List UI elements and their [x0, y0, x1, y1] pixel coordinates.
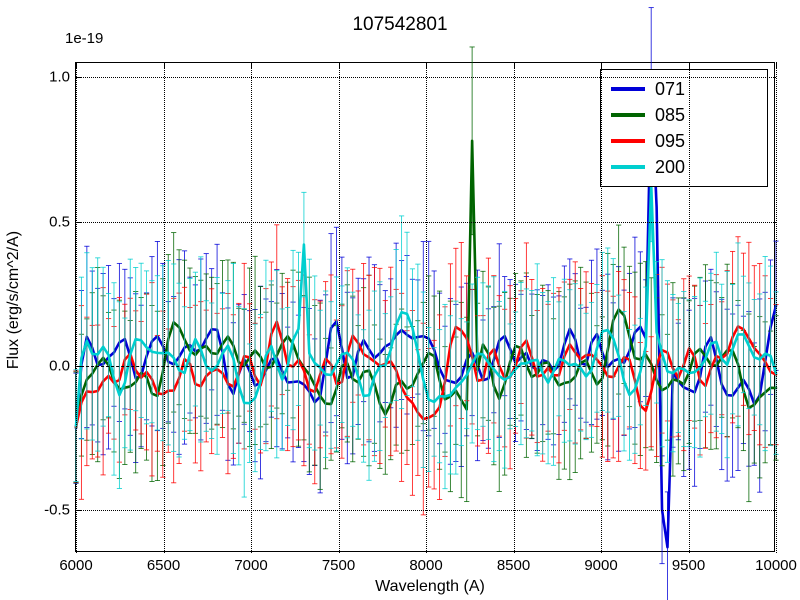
tick-mark-x — [76, 62, 77, 68]
gridline-horizontal — [76, 77, 776, 78]
gridline-horizontal — [76, 510, 776, 511]
gridline-horizontal — [76, 222, 776, 223]
gridline-vertical — [76, 63, 77, 553]
tick-label-x: 9000 — [584, 557, 617, 574]
legend-swatch-200 — [611, 165, 645, 168]
tick-label-x: 7000 — [234, 557, 267, 574]
tick-mark-x — [251, 62, 252, 68]
tick-label-x: 6500 — [147, 557, 180, 574]
legend-item-095[interactable]: 095 — [611, 128, 757, 154]
plot-area: 071 085 095 200 6000 6500 7000 7500 8000 8500… — [75, 62, 775, 552]
gridline-vertical — [514, 63, 515, 553]
legend-item-200[interactable]: 200 — [611, 154, 757, 180]
gridline-vertical — [339, 63, 340, 553]
tick-mark-x — [601, 62, 602, 68]
tick-mark-y — [75, 222, 81, 223]
tick-label-y: -0.5 — [38, 501, 70, 518]
legend-box[interactable]: 071 085 095 200 — [600, 69, 768, 187]
legend-label-085: 085 — [655, 105, 685, 126]
legend-swatch-071 — [611, 87, 645, 90]
chart-title: 107542801 — [352, 14, 447, 36]
legend-label-071: 071 — [655, 79, 685, 100]
chart-root: 107542801 1e-19 Flux (erg/s/cm^2/A) Wave… — [0, 0, 800, 600]
y-axis-label: Flux (erg/s/cm^2/A) — [5, 231, 23, 369]
legend-swatch-085 — [611, 113, 645, 116]
tick-label-y: 0.5 — [38, 213, 70, 230]
tick-mark-x — [514, 62, 515, 68]
gridline-vertical — [426, 63, 427, 553]
legend-swatch-095 — [611, 139, 645, 142]
tick-label-x: 7500 — [322, 557, 355, 574]
gridline-vertical — [164, 63, 165, 553]
tick-mark-x — [426, 62, 427, 68]
y-exponent-label: 1e-19 — [65, 30, 103, 47]
gridline-vertical — [776, 63, 777, 553]
tick-mark-y — [75, 366, 81, 367]
tick-label-x: 10000 — [755, 557, 797, 574]
gridline-vertical — [601, 63, 602, 553]
legend-label-095: 095 — [655, 131, 685, 152]
tick-mark-y — [75, 77, 81, 78]
tick-label-x: 6000 — [59, 557, 92, 574]
tick-label-y: 0.0 — [38, 357, 70, 374]
gridline-vertical — [251, 63, 252, 553]
tick-mark-x — [689, 62, 690, 68]
tick-label-x: 8000 — [409, 557, 442, 574]
legend-item-085[interactable]: 085 — [611, 102, 757, 128]
gridline-horizontal — [76, 366, 776, 367]
x-axis-label: Wavelength (A) — [375, 578, 485, 596]
tick-label-x: 9500 — [672, 557, 705, 574]
tick-mark-x — [164, 62, 165, 68]
tick-mark-y — [75, 510, 81, 511]
tick-label-y: 1.0 — [38, 69, 70, 86]
tick-label-x: 8500 — [497, 557, 530, 574]
legend-item-071[interactable]: 071 — [611, 76, 757, 102]
gridline-vertical — [689, 63, 690, 553]
tick-mark-x — [776, 62, 777, 68]
tick-mark-x — [339, 62, 340, 68]
legend-label-200: 200 — [655, 157, 685, 178]
